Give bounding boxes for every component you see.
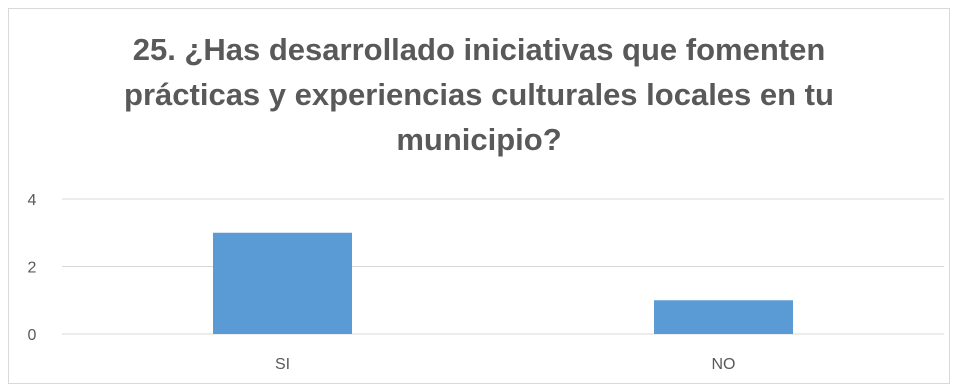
x-axis-ticks: SI NO [275, 356, 736, 373]
chart-title-line-3: municipio? [396, 122, 562, 157]
y-tick-label: 4 [28, 192, 37, 209]
bar-no [654, 300, 793, 334]
chart-title: 25. ¿Has desarrollado iniciativas que fo… [8, 27, 950, 162]
x-tick-label-si: SI [275, 356, 290, 373]
y-axis-ticks: 0 2 4 [28, 192, 37, 344]
bars [213, 232, 793, 334]
x-tick-label-no: NO [712, 356, 736, 373]
gridlines [62, 198, 944, 335]
chart-title-line-1: 25. ¿Has desarrollado iniciativas que fo… [132, 32, 826, 67]
y-tick-label: 0 [28, 327, 37, 344]
y-tick-label: 2 [28, 260, 37, 277]
chart-title-line-2: prácticas y experiencias culturales loca… [124, 77, 834, 112]
bar-si [213, 232, 352, 334]
